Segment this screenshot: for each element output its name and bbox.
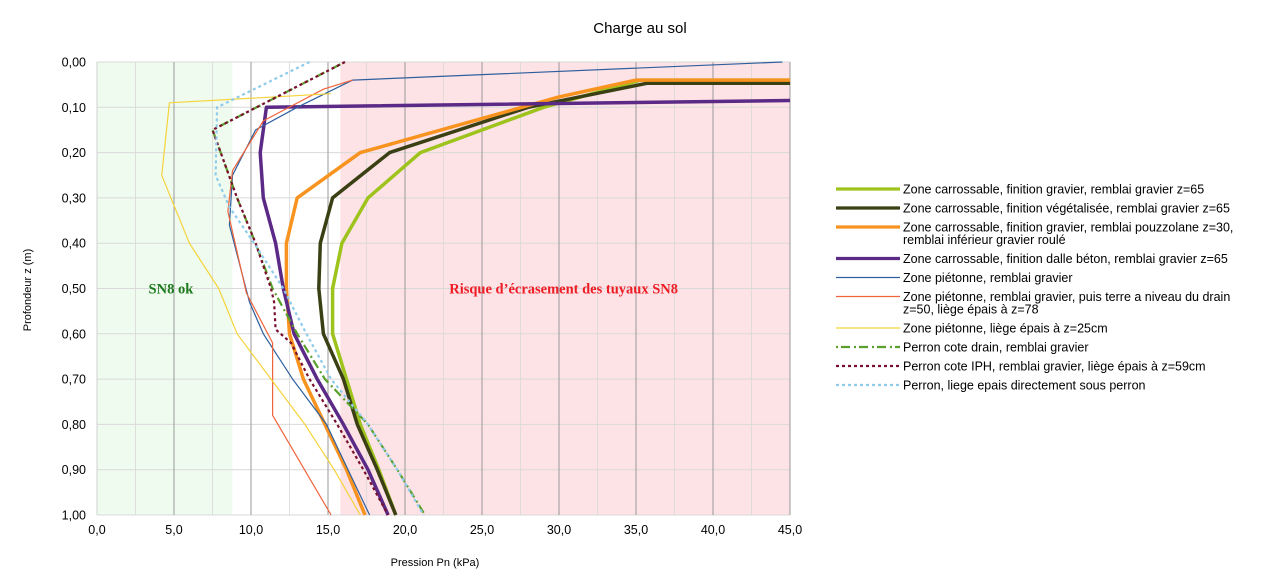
y-tick-label: 0,10 bbox=[62, 101, 86, 115]
legend: Zone carrossable, finition gravier, remb… bbox=[836, 183, 1233, 393]
y-tick-label: 0,00 bbox=[62, 56, 86, 70]
series-line bbox=[258, 98, 791, 516]
x-tick-label: 20,0 bbox=[393, 523, 417, 537]
y-tick-label: 1,00 bbox=[62, 509, 86, 523]
legend-entry: Perron cote IPH, remblai gravier, liège … bbox=[903, 360, 1206, 374]
y-tick-label: 0,20 bbox=[62, 146, 86, 160]
x-tick-label: 30,0 bbox=[547, 523, 571, 537]
x-tick-label: 40,0 bbox=[701, 523, 725, 537]
x-axis-label: Pression Pn (kPa) bbox=[391, 557, 480, 569]
x-tick-label: 0,0 bbox=[88, 523, 105, 537]
x-tick-label: 35,0 bbox=[624, 523, 648, 537]
y-tick-label: 0,70 bbox=[62, 373, 86, 387]
axis-ticks: 0,00 0,10 0,20 0,30 0,40 0,50 0,60 0,70 0,80 0,90… bbox=[62, 56, 803, 538]
legend-entry-continued: z=50, liège épais à z=78 bbox=[903, 303, 1039, 317]
x-tick-label: 5,0 bbox=[165, 523, 182, 537]
y-tick-label: 0,40 bbox=[62, 237, 86, 251]
legend-entry: Perron cote drain, remblai gravier bbox=[903, 341, 1089, 355]
legend-entry: Zone piétonne, remblai gravier, puis ter… bbox=[903, 290, 1230, 304]
y-tick-label: 0,30 bbox=[62, 191, 86, 205]
gridlines bbox=[96, 61, 791, 516]
series-lines bbox=[161, 61, 791, 516]
y-axis-label: Profondeur z (m) bbox=[22, 249, 34, 332]
chart-title: Charge au sol bbox=[593, 20, 686, 37]
legend-entry-continued: remblai inférieur gravier roulé bbox=[903, 233, 1066, 247]
series-line bbox=[227, 79, 353, 516]
legend-entry: Zone piétonne, remblai gravier bbox=[903, 271, 1073, 285]
series-line bbox=[211, 61, 426, 516]
x-tick-label: 45,0 bbox=[778, 523, 802, 537]
y-tick-label: 0,60 bbox=[62, 327, 86, 341]
series-line bbox=[284, 78, 790, 516]
legend-entry: Zone carrossable, finition dalle béton, … bbox=[903, 252, 1228, 266]
x-tick-label: 25,0 bbox=[470, 523, 494, 537]
legend-entry: Zone carrossable, finition gravier, remb… bbox=[903, 221, 1233, 235]
zone-label: SN8 ok bbox=[149, 282, 195, 298]
zone-annotations: SN8 ok Risque d’écrasement des tuyaux SN8 bbox=[149, 282, 678, 298]
series-line bbox=[211, 61, 390, 516]
x-tick-label: 15,0 bbox=[316, 523, 340, 537]
y-tick-label: 0,90 bbox=[62, 463, 86, 477]
y-tick-label: 0,80 bbox=[62, 418, 86, 432]
zone-label: Risque d’écrasement des tuyaux SN8 bbox=[449, 282, 678, 298]
legend-entry: Zone carrossable, finition végétalisée, … bbox=[903, 202, 1230, 216]
x-tick-label: 10,0 bbox=[239, 523, 263, 537]
series-line bbox=[214, 61, 425, 516]
legend-entry: Zone carrossable, finition gravier, remb… bbox=[903, 183, 1204, 197]
legend-entry: Perron, liege epais directement sous per… bbox=[903, 379, 1146, 393]
series-line bbox=[161, 93, 361, 516]
y-tick-label: 0,50 bbox=[62, 282, 86, 296]
legend-entry: Zone piétonne, liège épais à z=25cm bbox=[903, 322, 1108, 336]
